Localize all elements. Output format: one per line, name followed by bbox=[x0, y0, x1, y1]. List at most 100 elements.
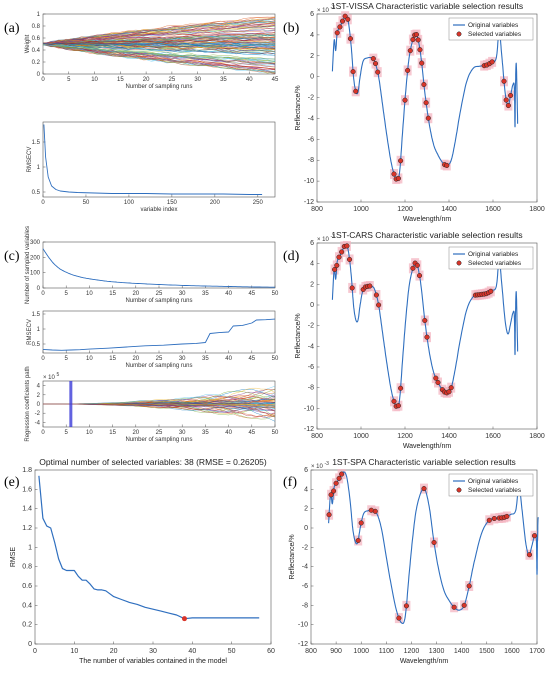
selected-variable-point bbox=[433, 375, 439, 381]
y-tick-label: 2 bbox=[37, 393, 41, 399]
weight-path-line bbox=[42, 43, 276, 67]
plot-frame bbox=[42, 310, 276, 354]
x-tick-label: 50 bbox=[272, 291, 279, 297]
legend-label: Original variables bbox=[468, 478, 519, 485]
selected-variable-point bbox=[367, 283, 373, 289]
selected-variable-point bbox=[489, 59, 495, 65]
selected-variable-point bbox=[414, 262, 420, 268]
selected-variable-point bbox=[486, 517, 492, 523]
selected-variable-point bbox=[508, 92, 514, 99]
x-tick-label: 30 bbox=[194, 77, 201, 83]
selected-variable-point bbox=[334, 262, 340, 268]
selected-variable-point bbox=[416, 273, 423, 279]
x-tick-label: 1600 bbox=[504, 648, 520, 655]
x-tick-label: 1400 bbox=[441, 206, 457, 213]
panel-label-e: (e) bbox=[4, 475, 20, 490]
exponent-power: -3 bbox=[325, 461, 330, 467]
plot-frame bbox=[42, 241, 276, 289]
selected-variable-point bbox=[503, 97, 509, 103]
y-tick-label: 4 bbox=[37, 384, 41, 390]
x-tick-label: 35 bbox=[202, 356, 209, 362]
x-tick-label: 0 bbox=[41, 430, 45, 436]
x-tick-label: 800 bbox=[311, 206, 323, 213]
x-tick-label: 15 bbox=[109, 291, 116, 297]
x-tick-label: 30 bbox=[149, 648, 157, 655]
y-tick-label: 200 bbox=[30, 255, 41, 261]
selected-variable-point bbox=[410, 37, 416, 43]
y-axis-label: RMSE bbox=[10, 547, 17, 568]
weight-path-line bbox=[42, 25, 276, 46]
x-tick-label: 1400 bbox=[441, 433, 457, 440]
x-tick-label: 25 bbox=[156, 356, 163, 362]
selected-variable-point bbox=[419, 60, 425, 66]
chart-title: 1ST-CARS Characteristic variable selecti… bbox=[331, 230, 522, 240]
x-tick-label: 10 bbox=[91, 77, 98, 83]
x-axis-label: Wavelength/nm bbox=[400, 658, 449, 665]
y-tick-label: 2 bbox=[304, 506, 308, 513]
chart-title: Optimal number of selected variables: 38… bbox=[39, 457, 267, 467]
selected-variable-point bbox=[504, 513, 510, 520]
x-tick-label: 5 bbox=[67, 77, 71, 83]
y-tick-label: 0.2 bbox=[32, 60, 41, 66]
x-tick-label: 1100 bbox=[379, 648, 394, 655]
x-tick-label: 250 bbox=[253, 200, 264, 206]
legend-box bbox=[448, 17, 534, 41]
exponent-power: -3 bbox=[331, 5, 336, 11]
weight-path-line bbox=[42, 36, 276, 44]
weight-path-line bbox=[42, 42, 276, 74]
selected-variable-point bbox=[410, 265, 416, 271]
y-tick-label: -8 bbox=[308, 157, 314, 164]
y-tick-label: 0 bbox=[304, 525, 308, 532]
selected-variable-point bbox=[423, 100, 429, 106]
x-tick-label: 40 bbox=[225, 291, 232, 297]
weight-path-line bbox=[42, 22, 276, 44]
selected-variable-point bbox=[355, 537, 361, 544]
legend-box bbox=[448, 246, 534, 270]
selected-variable-point bbox=[347, 256, 353, 263]
y-tick-label: -2 bbox=[302, 544, 308, 551]
selected-variable-point bbox=[491, 515, 497, 522]
x-tick-label: 50 bbox=[272, 430, 279, 436]
x-tick-label: 0 bbox=[41, 291, 45, 297]
x-tick-label: 40 bbox=[225, 356, 232, 362]
y-axis-label: Number of sampled variables bbox=[25, 226, 31, 304]
x-tick-label: 100 bbox=[124, 200, 135, 206]
y-tick-label: 1.4 bbox=[22, 506, 32, 513]
x-tick-label: 0 bbox=[33, 648, 37, 655]
selected-variable-point bbox=[488, 288, 494, 294]
chart-b: 800 1000 1200 1400 1600 1800 -12 -10 -8 -6 -4 -2 0 2 4… bbox=[295, 1, 545, 223]
panel-label-a: (a) bbox=[4, 21, 20, 36]
selected-variable-point bbox=[332, 266, 338, 273]
y-tick-label: -6 bbox=[308, 136, 314, 143]
selected-variable-point bbox=[339, 18, 346, 24]
weight-path-line bbox=[42, 24, 276, 44]
selected-variable-point bbox=[444, 162, 450, 168]
selected-variable-point bbox=[501, 78, 507, 84]
x-tick-label: 35 bbox=[202, 291, 209, 297]
x-tick-label: 50 bbox=[228, 648, 236, 655]
y-tick-label: 0.2 bbox=[22, 622, 32, 629]
y-axis-label: Reflectance/% bbox=[295, 313, 302, 358]
x-tick-label: 20 bbox=[132, 291, 139, 297]
weight-path-line bbox=[42, 21, 276, 45]
chart-a1: 0 5 10 15 20 25 30 35 40 45 0 0.2 0.4 0.6 0.8 1 Number o… bbox=[25, 12, 279, 90]
weight-path-line bbox=[42, 43, 276, 62]
x-tick-label: 0 bbox=[41, 77, 45, 83]
x-tick-label: 20 bbox=[132, 356, 139, 362]
selected-variable-point bbox=[373, 292, 379, 298]
weight-path-line bbox=[42, 43, 276, 73]
x-tick-label: 25 bbox=[156, 430, 163, 436]
weight-path-line bbox=[42, 37, 276, 45]
weight-path-line bbox=[42, 43, 276, 51]
x-axis-label: Wavelength/nm bbox=[403, 443, 452, 450]
selected-variable-point bbox=[451, 604, 457, 610]
x-tick-label: 10 bbox=[70, 648, 78, 655]
selected-variable-point bbox=[431, 539, 437, 546]
legend-label: Selected variables bbox=[468, 260, 522, 267]
exponent-label: × 10 -3 bbox=[311, 461, 329, 470]
y-tick-label: 0 bbox=[310, 74, 314, 81]
y-tick-label: 1 bbox=[37, 12, 41, 18]
exponent-power: 5 bbox=[57, 372, 60, 378]
